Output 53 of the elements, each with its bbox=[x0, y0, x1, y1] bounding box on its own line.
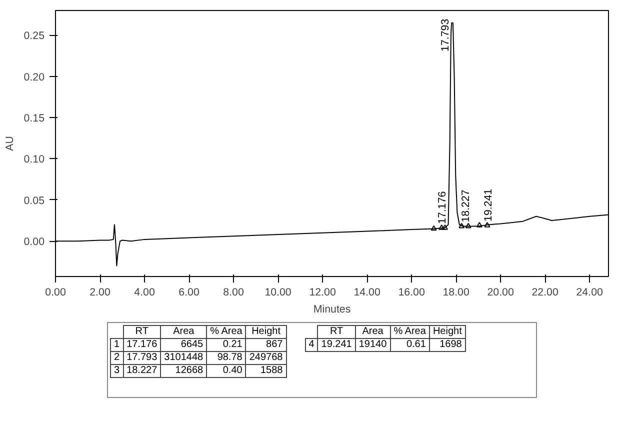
annotation: 18.227 bbox=[460, 190, 472, 222]
text: 0.61 bbox=[390, 338, 430, 352]
text: 2 bbox=[110, 352, 124, 364]
text: 1 bbox=[110, 338, 124, 352]
text: Height bbox=[246, 326, 286, 338]
text: 3 bbox=[110, 364, 124, 378]
text: 19.241 bbox=[318, 338, 356, 352]
text: 18.227 bbox=[123, 364, 161, 378]
text: 867 bbox=[246, 338, 286, 352]
x-tick-label: 22.00 bbox=[532, 286, 558, 298]
x-tick-label: 12.00 bbox=[309, 286, 336, 298]
text: 12668 bbox=[160, 364, 207, 378]
text: RT bbox=[318, 326, 356, 338]
text: 19140 bbox=[355, 338, 390, 352]
text: 1588 bbox=[246, 364, 286, 378]
y-tick-label: 0.15 bbox=[24, 112, 45, 125]
x-tick-label: 16.00 bbox=[398, 286, 425, 298]
text: Height bbox=[429, 326, 466, 338]
text: 4 bbox=[305, 338, 318, 352]
annotation: 19.241 bbox=[482, 188, 495, 222]
x-tick-label: 2.00 bbox=[90, 286, 110, 298]
text: 17.793 bbox=[123, 352, 161, 364]
text: Area bbox=[160, 326, 207, 338]
text: % Area bbox=[390, 326, 430, 338]
x-tick-label: 20.00 bbox=[487, 286, 514, 298]
y-tick-label: 0.25 bbox=[24, 30, 45, 42]
annotation: 17.176 bbox=[436, 191, 449, 224]
x-tick-label: 18.00 bbox=[442, 286, 470, 298]
text: 0.21 bbox=[206, 338, 246, 352]
x-tick-label: 24.00 bbox=[576, 286, 603, 298]
x-tick-label: 6.00 bbox=[178, 286, 200, 298]
y-tick-label: 0.10 bbox=[24, 154, 45, 166]
text: 1698 bbox=[429, 338, 466, 352]
annotation: 17.793 bbox=[439, 18, 452, 52]
x-axis-title: Minutes bbox=[313, 304, 351, 316]
text: 17.176 bbox=[123, 338, 161, 352]
text: 6645 bbox=[160, 338, 207, 352]
x-tick-label: 14.00 bbox=[354, 286, 380, 298]
text: RT bbox=[123, 326, 161, 338]
y-tick-label: 0.20 bbox=[24, 71, 45, 84]
text: 249768 bbox=[246, 352, 286, 364]
text: % Area bbox=[206, 326, 246, 338]
text: 0.40 bbox=[206, 364, 246, 378]
text: Area bbox=[355, 326, 390, 338]
y-axis-title: AU bbox=[4, 136, 16, 151]
x-tick-label: 8.00 bbox=[223, 286, 244, 298]
y-tick-label: 0.00 bbox=[24, 236, 45, 248]
x-tick-label: 10.00 bbox=[264, 286, 292, 298]
x-tick-label: 0.00 bbox=[45, 286, 66, 298]
text: 98.78 bbox=[206, 352, 246, 364]
x-tick-label: 4.00 bbox=[134, 286, 155, 298]
text: 3101448 bbox=[160, 352, 207, 364]
y-tick-label: 0.05 bbox=[24, 194, 45, 207]
